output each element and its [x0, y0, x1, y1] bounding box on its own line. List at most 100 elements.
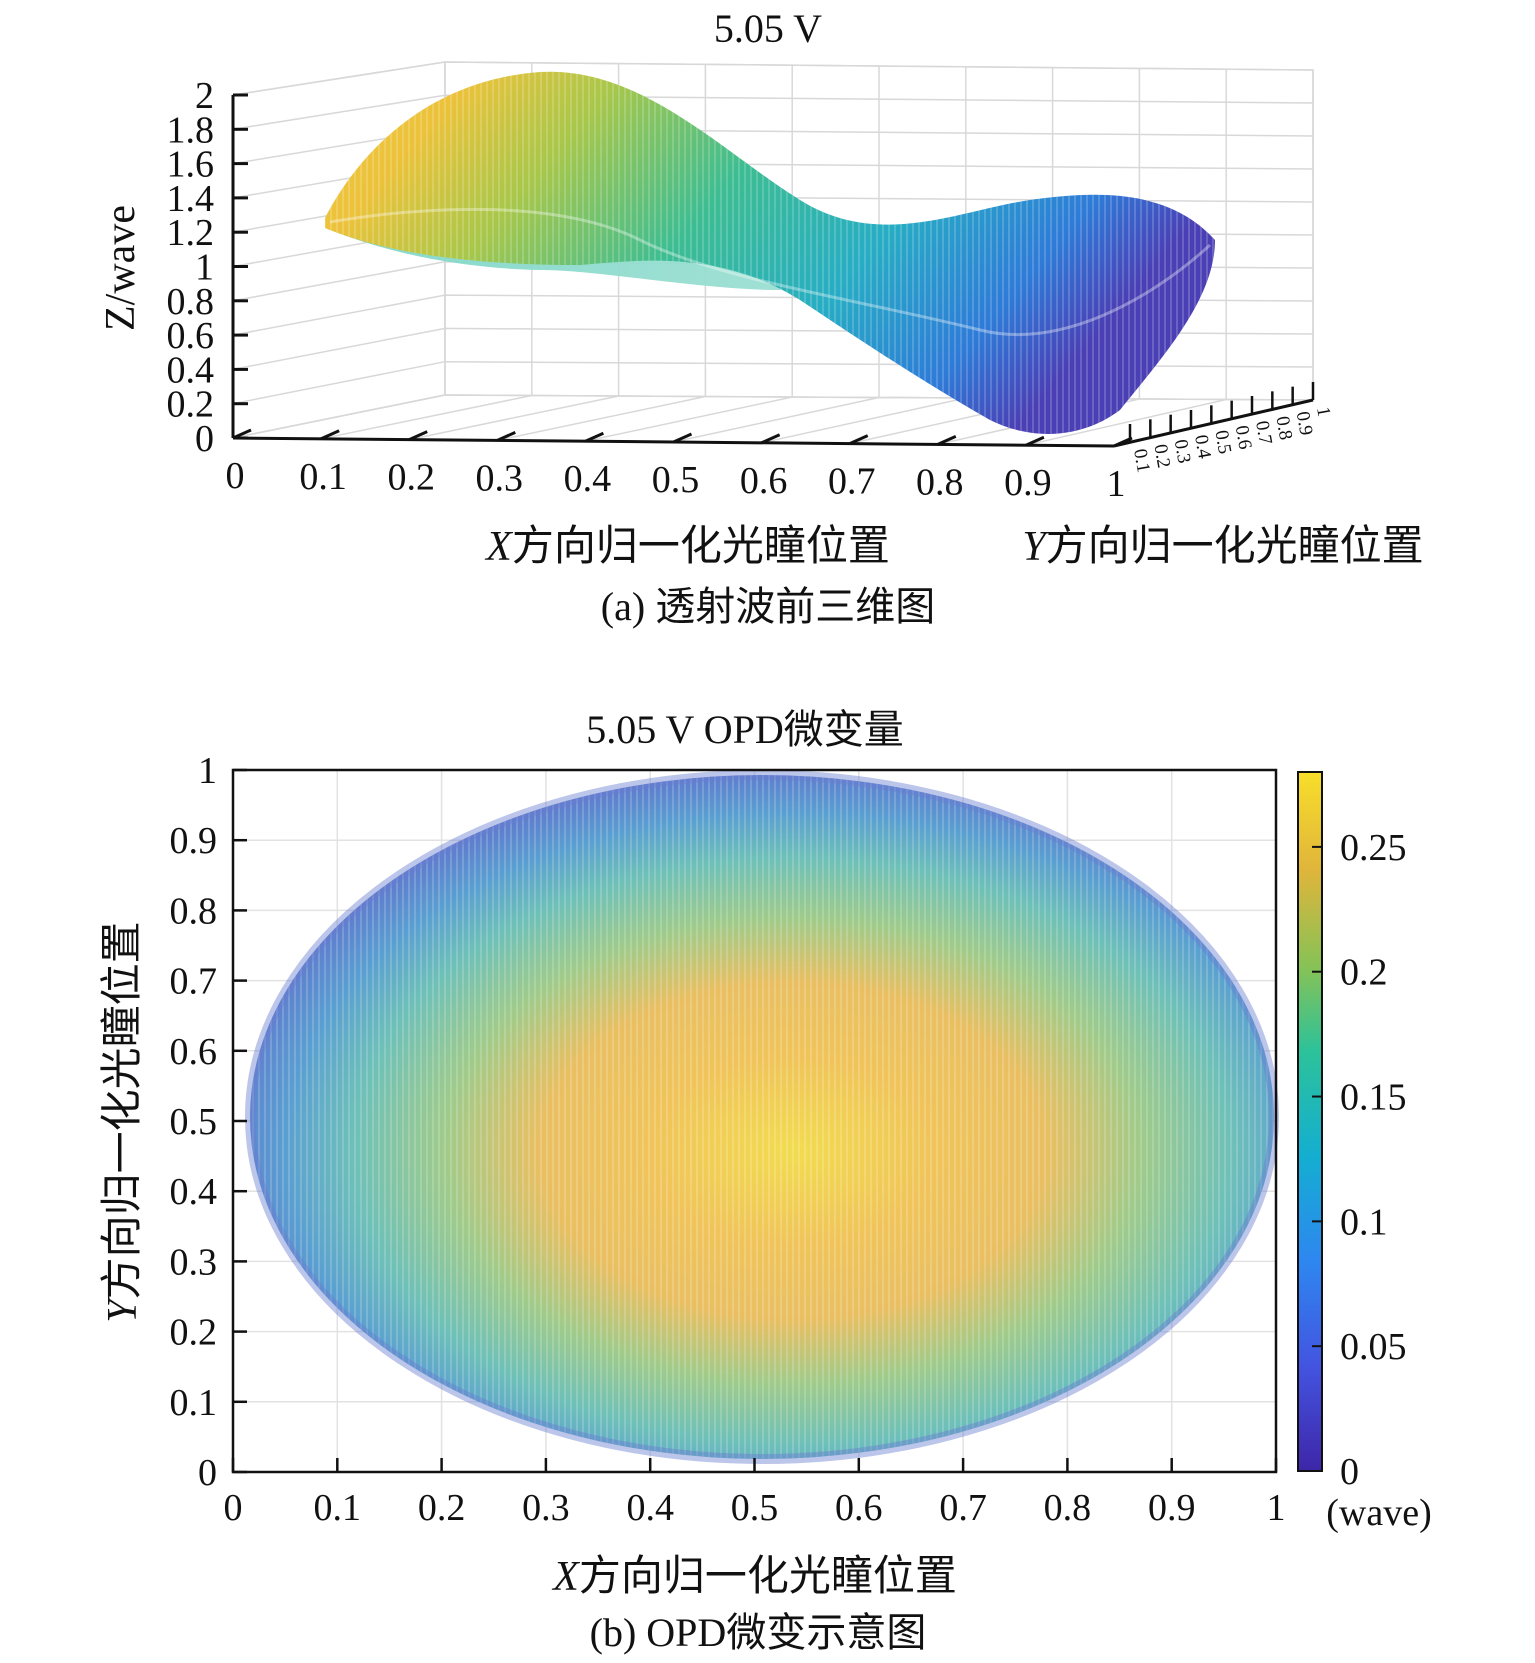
z-tick-labels: 00.20.40.60.811.21.41.61.82 — [167, 75, 248, 460]
colorbar-tick-label: 0.2 — [1340, 952, 1388, 994]
x-tick-label: 0.4 — [564, 458, 612, 500]
colorbar: 0 0.05 0.1 0.15 0.2 0.25 (wave) — [1297, 771, 1432, 1534]
y-tick-label: 0.4 — [170, 1171, 218, 1213]
z-tick-label: 1.2 — [167, 212, 215, 254]
z-tick-label: 1.6 — [167, 144, 215, 186]
y-tick-label: 0.3 — [1170, 438, 1195, 465]
z-axis-label: Z/wave — [98, 205, 144, 331]
x-tick-mark — [320, 429, 340, 441]
chart-opd-heatmap: 5.05 V OPD微变量 0 0.1 0.2 0.3 0.4 0.5 0.6 0.7 0.8 0… — [99, 707, 1432, 1655]
x-tick-mark — [760, 433, 781, 445]
x-tick-labels: 0 0.1 0.2 0.3 0.4 0.5 0.6 0.7 0.8 0.9 1 — [226, 428, 1133, 505]
floor-line-x — [320, 394, 532, 440]
floor-line-x — [1025, 398, 1227, 446]
surface-inner-fold — [329, 207, 1212, 336]
z-tick-label: 0.8 — [167, 281, 215, 323]
x-tick-label: 0.7 — [939, 1487, 987, 1529]
x-tick-label: 0.3 — [476, 457, 524, 499]
x-tick-mark — [232, 428, 252, 440]
y-tick-label: 0.7 — [170, 961, 218, 1003]
z-tick-label: 1.4 — [167, 178, 215, 220]
y-tick-label: 0.7 — [1251, 419, 1276, 446]
x-tick-label: 0.4 — [626, 1487, 674, 1529]
colorbar-ticks: 0 0.05 0.1 0.15 0.2 0.25 — [1312, 827, 1407, 1493]
y-axis-line — [1113, 398, 1314, 448]
pupil-texture — [250, 775, 1274, 1459]
z-tick-label: 1 — [195, 247, 214, 289]
heatmap-x-text: 方向归一化光瞳位置 — [579, 1553, 957, 1600]
x-tick-label: 0.3 — [522, 1487, 570, 1529]
x-tick-label: 0.7 — [828, 461, 876, 503]
y-tick-labels: 0.10.20.30.40.50.60.70.80.91 — [1128, 382, 1334, 474]
colorbar-tick-label: 0.15 — [1340, 1077, 1407, 1119]
chart-a-title: 5.05 V — [714, 6, 822, 51]
colorbar-tick-label: 0.25 — [1340, 827, 1407, 869]
y-tick-label: 0.8 — [170, 890, 218, 932]
floor-line-x — [761, 397, 966, 444]
z-tick-label: 0 — [195, 418, 214, 460]
heatmap-x-var: X — [551, 1554, 581, 1600]
surface-mesh — [325, 71, 1215, 434]
y-tick-label: 0.5 — [170, 1101, 218, 1143]
y-tick-label: 0.1 — [170, 1382, 218, 1424]
x-tick-label: 0.2 — [387, 457, 435, 499]
chart-3d-surface: 5.05 V 00.20.40.60.811.21.41.61.82 0 0.1 0… — [98, 6, 1424, 629]
y-tick-label: 0.9 — [1292, 410, 1317, 437]
y-tick-label: 0.6 — [170, 1031, 218, 1073]
z-tick-label: 0.4 — [167, 349, 215, 391]
colorbar-tick-label: 0.05 — [1340, 1326, 1407, 1368]
floor-line-x — [585, 396, 793, 442]
heatmap-y-var: Y — [100, 1295, 146, 1323]
x-tick-mark — [408, 430, 428, 441]
x-tick-label: 0.1 — [299, 456, 347, 498]
caption-a: (a) 透射波前三维图 — [601, 584, 935, 629]
x-tick-label: 0.5 — [652, 459, 700, 501]
y-tick-label: 0.3 — [170, 1241, 218, 1283]
heatmap-x-label: X方向归一化光瞳位置 — [551, 1553, 957, 1600]
surface-texture — [325, 71, 1215, 434]
heatmap-y-ticks: 0 0.1 0.2 0.3 0.4 0.5 0.6 0.7 0.8 0.9 1 — [170, 750, 247, 1494]
opd-field — [245, 770, 1279, 1464]
x-tick-label: 0 — [226, 455, 245, 497]
x-tick-label: 0.6 — [835, 1487, 883, 1529]
y-tick-label: 0.2 — [1149, 443, 1174, 470]
x-tick-mark — [849, 434, 869, 445]
z-tick-label: 0.2 — [167, 384, 215, 426]
y-tick-label: 1 — [198, 750, 217, 792]
x-tick-mark — [584, 431, 605, 443]
z-tick-label: 0.6 — [167, 315, 215, 357]
y-tick-label: 0.5 — [1210, 429, 1235, 456]
x-tick-label: 1 — [1267, 1487, 1286, 1529]
x-tick-label: 0.1 — [314, 1487, 362, 1529]
x-tick-mark — [672, 432, 693, 444]
x-tick-label: 0.9 — [1148, 1487, 1196, 1529]
x-axis-label: X方向归一化光瞳位置 — [484, 523, 890, 570]
y-tick-label: 0.9 — [170, 820, 218, 862]
heatmap-y-text: 方向归一化光瞳位置 — [99, 921, 146, 1299]
heatmap-y-label: Y方向归一化光瞳位置 — [99, 921, 146, 1322]
colorbar-gradient — [1297, 771, 1323, 1472]
floor-line-x — [409, 395, 619, 441]
y-axis-text: 方向归一化光瞳位置 — [1046, 523, 1424, 570]
heatmap-x-ticks: 0 0.1 0.2 0.3 0.4 0.5 0.6 0.7 0.8 0.9 1 — [224, 1458, 1286, 1529]
x-tick-label: 0.9 — [1004, 462, 1052, 504]
y-tick-label: 0.8 — [1271, 415, 1296, 442]
floor-line-x — [232, 394, 446, 439]
y-tick-label: 1 — [1312, 405, 1334, 418]
x-tick-mark — [1025, 435, 1045, 447]
z-tick-label: 2 — [195, 75, 214, 117]
y-tick-label: 0.2 — [170, 1312, 218, 1354]
x-tick-label: 0.5 — [731, 1487, 779, 1529]
y-tick-label: 0.6 — [1231, 424, 1256, 451]
floor-line-x — [497, 395, 706, 442]
x-tick-label: 0.8 — [916, 461, 964, 503]
x-axis-var: X — [484, 524, 514, 570]
x-axis-text: 方向归一化光瞳位置 — [512, 523, 890, 570]
z-tick-label: 1.8 — [167, 109, 215, 151]
y-tick-label: 0 — [198, 1452, 217, 1494]
x-tick-mark — [496, 431, 516, 442]
y-axis-label: Y方向归一化光瞳位置 — [1022, 523, 1423, 570]
pupil-edge — [245, 770, 1279, 1464]
colorbar-unit: (wave) — [1326, 1492, 1431, 1534]
